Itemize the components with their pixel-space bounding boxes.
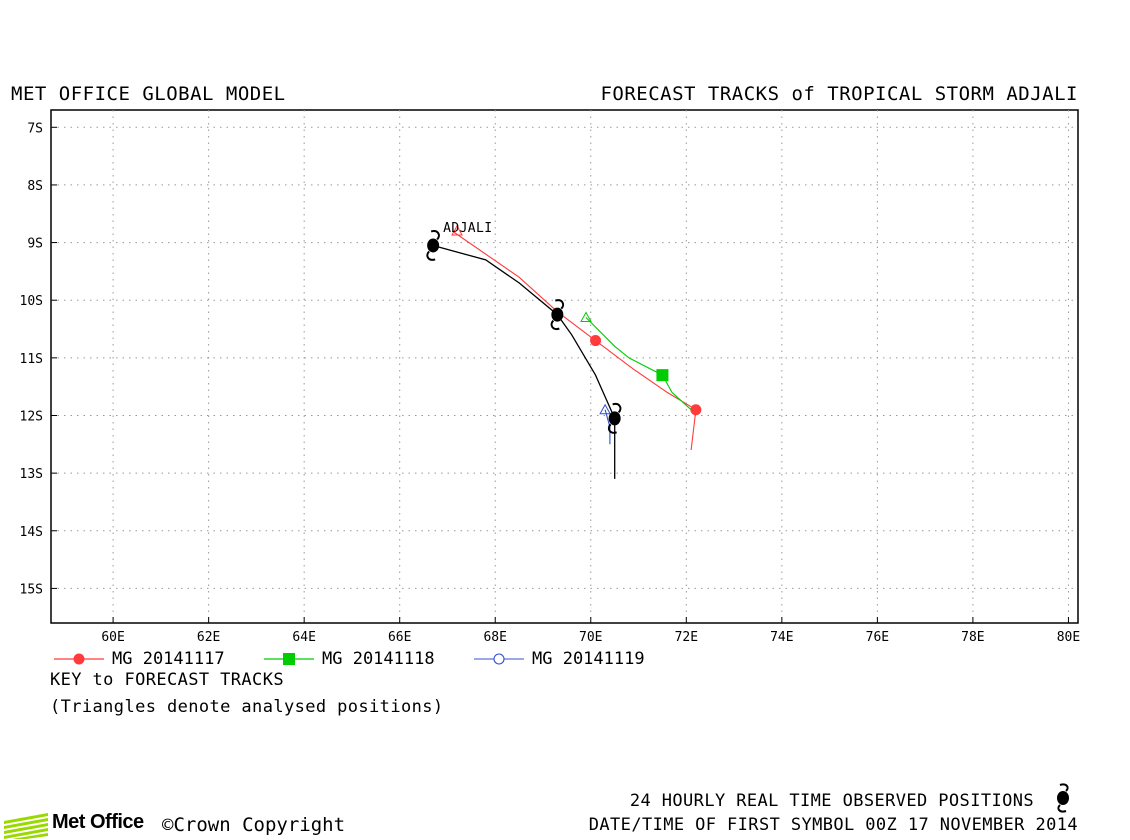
cyclone-symbol-icon [1057,783,1069,813]
key-title: KEY to FORECAST TRACKS [50,670,284,690]
legend-swatch-red [54,653,104,665]
analysed-position [599,403,611,415]
tick-label-lon: 80E [1057,630,1080,645]
tick-label-lon: 60E [101,630,124,645]
cyclone-arm [550,319,560,331]
observed-cyclone-symbol [607,402,622,434]
legend-label-3: MG 20141119 [532,649,645,669]
forecast-marker [690,404,702,416]
tick-label-lat: 12S [20,409,43,424]
first-symbol-time: DATE/TIME OF FIRST SYMBOL 00Z 17 NOVEMBE… [588,815,1078,835]
map-frame [50,109,1079,624]
tick-label-lon: 76E [866,630,889,645]
analysed-position [580,311,592,323]
copyright: ©Crown Copyright [162,814,346,836]
cyclone-arm [612,402,622,414]
tick-label-lon: 72E [675,630,698,645]
legend-swatch-green [264,653,314,665]
tick-label-lat: 11S [20,352,43,367]
tick-label-lon: 66E [388,630,411,645]
tick-label-lat: 15S [20,582,43,597]
tracks [426,225,702,479]
tick-label-lat: 14S [20,525,43,540]
axis-ticks: 60E 62E 64E 66E 68E 70E 72E 74E 76E 78E 80E 7S 8S 9S 1… [20,121,1081,645]
tick-label-lat: 7S [27,121,43,136]
analysed-position [451,225,463,236]
tick-label-lon: 74E [770,630,793,645]
cyclone-arm [430,230,440,241]
forecast-marker [656,369,669,382]
tick-label-lon: 68E [483,630,506,645]
tick-label-lon: 64E [292,630,315,645]
tick-label-lat: 9S [27,237,43,252]
legend-label-1: MG 20141117 [112,649,225,669]
title-left: MET OFFICE GLOBAL MODEL [11,83,286,105]
tick-label-lon: 78E [961,630,984,645]
storm-label: ADJALI [443,221,493,237]
grid [51,110,1078,623]
cyclone-core [427,238,440,253]
cyclone-core [551,307,564,322]
tick-label-lat: 10S [20,294,43,309]
tick-label-lon: 62E [197,630,220,645]
title-right: FORECAST TRACKS of TROPICAL STORM ADJALI [600,83,1078,105]
legend-swatch-blue [474,653,524,665]
forecast-track-1 [451,230,697,451]
tick-label-lon: 70E [579,630,602,645]
observed-cyclone-symbol [550,299,565,331]
forecast-track-2 [585,317,692,411]
tick-label-lat: 13S [20,467,43,482]
met-office-logo-icon [4,813,48,839]
observed-cyclone-symbol [426,230,440,261]
cyclone-arm [607,423,617,434]
tick-label-lat: 8S [27,179,43,194]
logo-text: Met Office [52,811,144,833]
cyclone-core [608,411,621,426]
forecast-marker [590,335,602,347]
legend-label-2: MG 20141118 [322,649,435,669]
observed-note: 24 HOURLY REAL TIME OBSERVED POSITIONS [629,791,1034,811]
key-note: (Triangles denote analysed positions) [50,697,444,717]
observed-track [432,244,616,479]
cyclone-arm [555,299,565,310]
cyclone-arm [426,250,436,261]
